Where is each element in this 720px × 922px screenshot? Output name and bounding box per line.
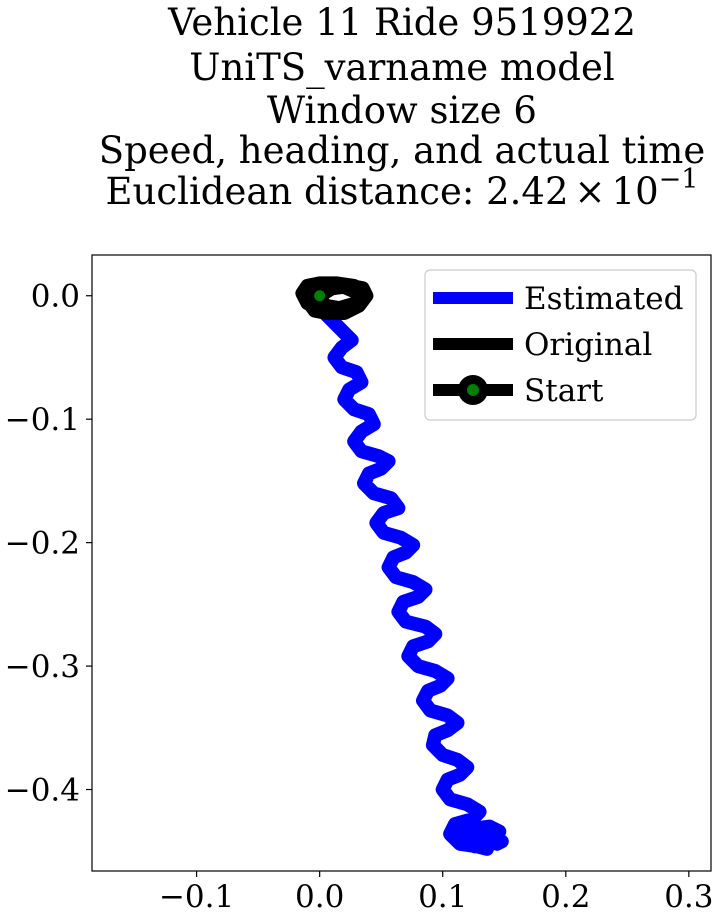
distance-exponent: −1 (659, 164, 699, 195)
legend-label: Original (524, 327, 652, 363)
legend-label: Start (524, 373, 604, 409)
title-line-4: Speed, heading, and actual time (99, 129, 706, 172)
title-line-3: Window size 6 (267, 89, 537, 132)
y-tick-label: −0.2 (5, 526, 80, 562)
plot-area (91, 254, 712, 872)
distance-label: Euclidean distance: (106, 170, 487, 213)
x-tick-label: 0.3 (664, 879, 713, 915)
plot-frame (91, 254, 712, 872)
y-tick-label: −0.1 (5, 402, 80, 438)
title-distance-line: Euclidean distance: 2.42 × 10−1 (106, 164, 699, 213)
distance-times: × (575, 170, 606, 213)
series-estimated-line (312, 301, 509, 856)
chart-title: Vehicle 11 Ride 9519922 UniTS_varname mo… (99, 1, 706, 213)
distance-base: 10 (612, 170, 659, 213)
y-tick-label: 0.0 (31, 279, 80, 315)
y-tick-label: −0.4 (5, 773, 80, 809)
legend-box (424, 269, 697, 421)
x-tick-label: −0.1 (159, 879, 234, 915)
x-tick-label: 0.2 (541, 879, 590, 915)
y-tick-label: −0.3 (5, 649, 80, 685)
legend: Estimated Original Start (424, 269, 697, 421)
series-original-line (295, 276, 374, 320)
title-line-2: UniTS_varname model (189, 46, 614, 90)
start-point (314, 290, 326, 302)
legend-label: Estimated (524, 281, 683, 317)
x-tick-label: 0.1 (418, 879, 467, 915)
x-tick-label: 0.0 (295, 879, 344, 915)
axis-ticks: −0.1 0.0 0.1 0.2 0.3 0.0 −0.1 −0.2 −0.3 −0.4 (5, 279, 714, 915)
legend-marker-dot (467, 384, 479, 396)
distance-mantissa: 2.42 (486, 170, 568, 213)
title-line-1: Vehicle 11 Ride 9519922 (167, 1, 636, 44)
